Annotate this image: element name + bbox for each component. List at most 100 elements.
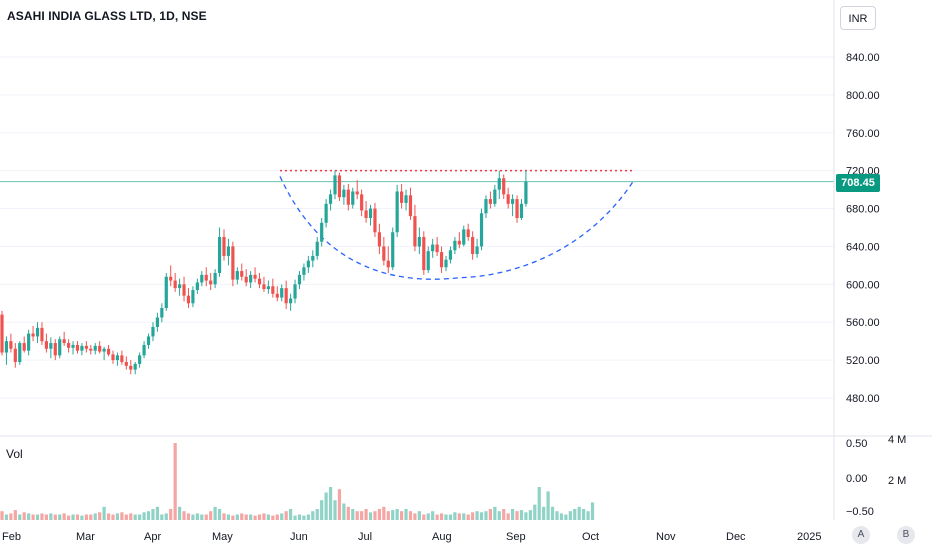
candle-body: [395, 191, 399, 233]
volume-bar: [89, 514, 93, 520]
candle-body: [4, 341, 9, 353]
volume-bar: [106, 513, 111, 520]
volume-bar: [44, 514, 48, 520]
candle-body: [253, 274, 257, 279]
volume-bar: [93, 513, 97, 520]
volume-bar: [386, 511, 390, 520]
volume-bar: [284, 511, 288, 520]
volume-bar: [417, 511, 421, 520]
volume-bar: [289, 509, 293, 520]
candle-body: [515, 199, 519, 219]
candle-body: [155, 317, 159, 327]
volume-bar: [195, 513, 199, 520]
candle-body: [377, 232, 381, 247]
volume-bar: [324, 492, 328, 520]
volume-bar: [186, 513, 191, 520]
volume-bar: [124, 514, 128, 520]
volume-label: Vol: [6, 447, 23, 461]
volume-bar: [360, 511, 364, 520]
candle-body: [235, 271, 239, 280]
candle-body: [297, 274, 302, 285]
candle-body: [404, 195, 408, 203]
volume-bar: [67, 515, 71, 520]
volume-bar: [115, 513, 120, 520]
time-tick-label: Mar: [76, 531, 95, 543]
candle-body: [400, 191, 404, 203]
volume-bar: [4, 514, 9, 520]
volume-bar: [355, 511, 359, 520]
chart-title: ASAHI INDIA GLASS LTD, 1D, NSE: [7, 9, 207, 23]
candle-body: [479, 213, 484, 247]
volume-bar: [315, 509, 319, 520]
time-tick-label: Nov: [656, 531, 676, 543]
candle-body: [222, 236, 226, 256]
log-scale-button[interactable]: B: [897, 526, 915, 544]
candle-body: [497, 178, 501, 190]
volume-bar: [40, 513, 44, 520]
candle-body: [471, 236, 475, 255]
candle-body: [306, 260, 310, 268]
candle-body: [93, 345, 97, 351]
candle-body: [475, 246, 479, 255]
volume-bar: [524, 512, 528, 520]
volume-bar: [209, 511, 213, 520]
candle-body: [444, 259, 448, 268]
volume-bar: [448, 514, 453, 520]
volume-bar: [231, 515, 235, 520]
volume-bar: [129, 513, 133, 520]
candle-body: [231, 246, 235, 280]
time-tick-label: Feb: [2, 531, 21, 543]
candle-body: [320, 222, 324, 242]
candle-body: [431, 244, 435, 252]
volume-bar: [71, 514, 75, 520]
volume-bar: [351, 509, 355, 520]
price-tick-label: 600.00: [846, 279, 880, 291]
time-tick-label: Jun: [290, 531, 308, 543]
volume-bar: [257, 514, 262, 520]
candle-body: [22, 343, 26, 351]
candle-body: [62, 339, 66, 344]
candle-body: [488, 199, 492, 204]
volume-bar: [564, 514, 568, 520]
volume-bar: [266, 514, 270, 520]
volume-bar: [511, 509, 515, 520]
volume-bar: [138, 514, 142, 520]
volume-bar: [444, 514, 448, 520]
volume-bar: [275, 514, 279, 520]
candle-body: [413, 216, 417, 247]
candle-body: [333, 175, 337, 195]
price-tick-label: 640.00: [846, 241, 880, 253]
volume-bar: [453, 512, 457, 520]
candle-body: [58, 339, 62, 356]
currency-button[interactable]: INR: [840, 6, 876, 30]
candlestick-series: [0, 170, 528, 375]
candle-body: [293, 284, 297, 299]
candle-body: [138, 355, 142, 364]
candle-body: [271, 286, 275, 294]
volume-bar: [342, 503, 346, 520]
volume-bar: [58, 514, 62, 520]
volume-tick-label: −0.50: [846, 506, 874, 518]
candle-body: [0, 314, 4, 353]
volume-bar: [120, 512, 124, 520]
candle-body: [164, 276, 168, 309]
volume-bar: [306, 514, 310, 520]
candle-body: [173, 280, 177, 289]
candle-body: [244, 276, 248, 283]
time-tick-label: Dec: [726, 531, 746, 543]
auto-scale-button[interactable]: A: [852, 526, 870, 544]
candle-body: [249, 274, 253, 283]
volume-bar: [542, 506, 546, 520]
volume-bar: [373, 511, 377, 520]
candle-body: [453, 240, 457, 251]
volume-bar: [337, 489, 342, 520]
volume-bar: [484, 511, 488, 520]
volume-bar: [550, 506, 555, 520]
volume-bar: [395, 509, 399, 520]
price-tick-label: 840.00: [846, 52, 880, 64]
time-tick-label: May: [212, 531, 233, 543]
candle-body: [75, 344, 80, 351]
volume-bar: [590, 502, 595, 520]
price-tick-label: 680.00: [846, 204, 880, 216]
